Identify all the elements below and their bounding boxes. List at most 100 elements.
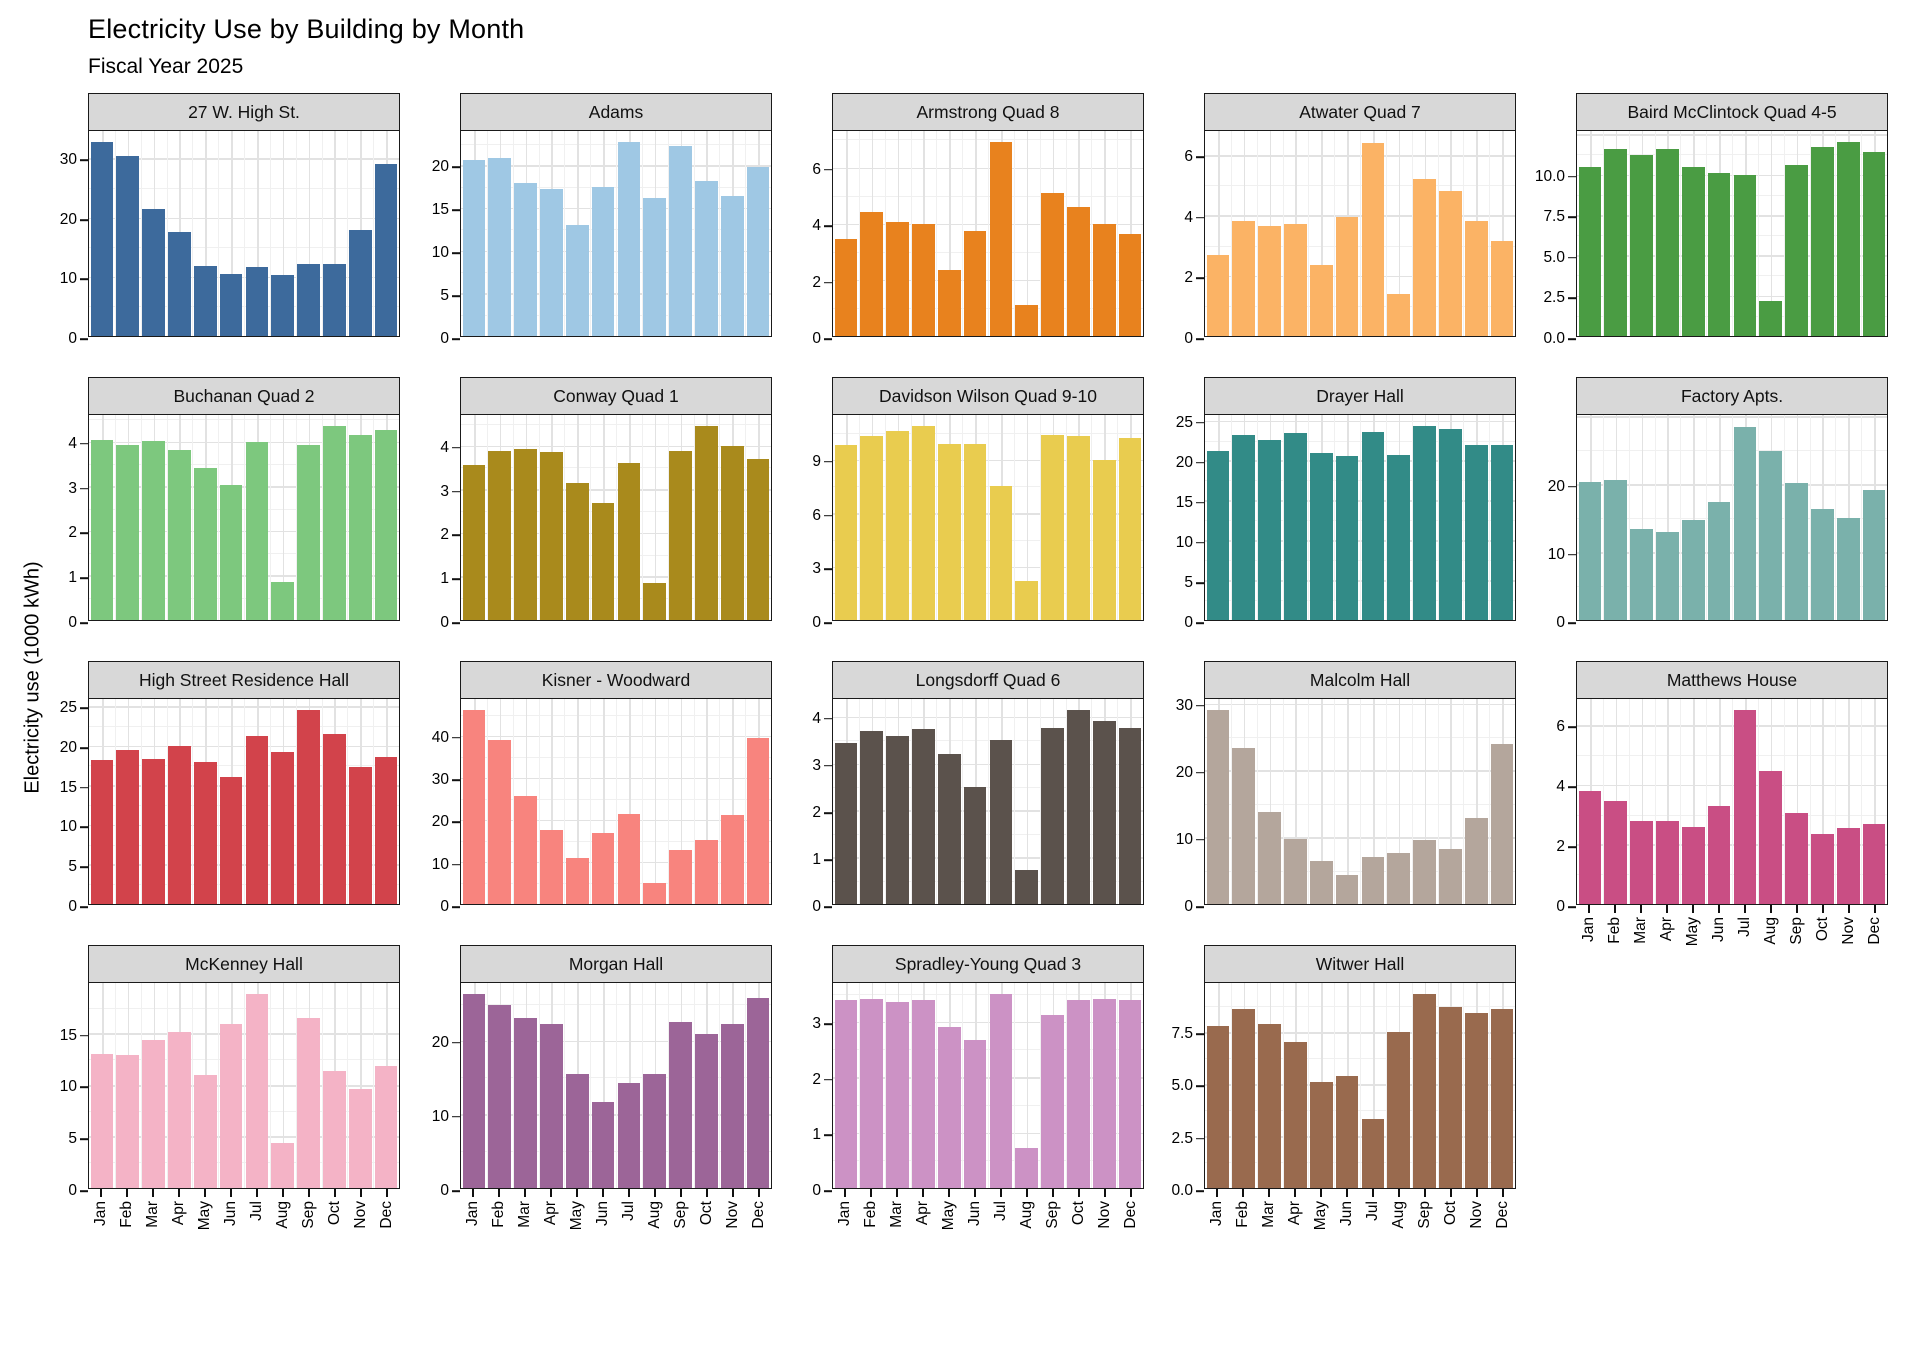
y-tick-mark bbox=[80, 826, 88, 829]
y-tick-mark bbox=[452, 209, 460, 212]
month-label-mar: Mar bbox=[516, 1201, 533, 1228]
y-axis: 0 1 2 3 4 bbox=[776, 661, 832, 915]
gridline-v bbox=[1411, 983, 1413, 1188]
facet-strip-label: Drayer Hall bbox=[1204, 377, 1516, 415]
gridline-v bbox=[884, 699, 886, 904]
gridline-v bbox=[360, 983, 362, 1188]
gridline-v bbox=[1256, 415, 1258, 620]
bar-sep bbox=[1413, 994, 1436, 1188]
y-tick-label: 9 bbox=[812, 452, 821, 470]
gridline-v bbox=[1437, 415, 1439, 620]
gridline-v bbox=[1091, 415, 1093, 620]
y-tick-mark bbox=[1568, 786, 1576, 789]
gridline-v bbox=[218, 699, 220, 904]
bar-apr bbox=[540, 829, 563, 904]
month-label-oct: Oct bbox=[325, 1201, 343, 1226]
y-tick-mark bbox=[452, 295, 460, 297]
y-tick-label: 2 bbox=[440, 526, 449, 544]
bar-jun bbox=[591, 833, 615, 904]
month-label-jun: Jun bbox=[222, 1201, 239, 1226]
gridline-v bbox=[486, 699, 488, 904]
y-axis: 0 5 10 15 20 25 bbox=[1148, 377, 1204, 631]
x-axis: Jan Feb Mar Apr May Jun Jul Aug Sep Oct Nov Dec bbox=[1204, 1189, 1516, 1273]
y-tick-label: 5 bbox=[440, 287, 449, 305]
gridline-v bbox=[1641, 415, 1644, 620]
x-axis: Jan Feb Mar Apr May Jun Jul Aug Sep Oct Nov Dec bbox=[1576, 905, 1888, 989]
gridline-v bbox=[1117, 415, 1119, 620]
gridline-h bbox=[89, 620, 399, 621]
plot-area bbox=[460, 131, 772, 337]
gridline-v bbox=[1334, 415, 1336, 620]
gridline-v bbox=[667, 131, 669, 336]
gridline-v bbox=[218, 415, 220, 620]
y-tick-label: 5 bbox=[68, 1130, 77, 1148]
gridline-v bbox=[1680, 699, 1682, 904]
bar-jan bbox=[1578, 790, 1602, 904]
gridline-v bbox=[1489, 415, 1491, 620]
bar-oct bbox=[323, 733, 346, 904]
gridline-v bbox=[1822, 699, 1824, 904]
bar-jul bbox=[245, 994, 269, 1188]
gridline-v bbox=[641, 983, 643, 1188]
bar-oct bbox=[1439, 849, 1462, 904]
month-label-jan: Jan bbox=[1580, 917, 1597, 942]
plot-area bbox=[460, 415, 772, 621]
x-tick-mark bbox=[870, 1189, 872, 1197]
y-tick-label: 2 bbox=[812, 273, 821, 291]
x-tick-mark bbox=[1614, 905, 1616, 913]
gridline-v bbox=[1230, 699, 1232, 904]
gridline-v bbox=[1502, 131, 1504, 336]
y-tick-label: 30 bbox=[59, 151, 77, 169]
bar-apr bbox=[1284, 433, 1307, 620]
gridline-v bbox=[654, 699, 657, 904]
gridline-v bbox=[1628, 699, 1630, 904]
bar-feb bbox=[116, 444, 140, 620]
month-label-mar: Mar bbox=[144, 1201, 161, 1228]
y-tick-mark bbox=[452, 1041, 460, 1044]
bar-aug bbox=[643, 1073, 667, 1188]
bar-sep bbox=[1413, 839, 1436, 904]
gridline-v bbox=[1347, 699, 1349, 904]
gridline-v bbox=[745, 131, 747, 336]
y-tick-label: 0 bbox=[812, 898, 821, 915]
x-tick-mark bbox=[230, 1189, 232, 1197]
gridline-v bbox=[295, 699, 297, 904]
month-label-nov: Nov bbox=[1840, 917, 1857, 945]
y-tick-mark bbox=[1196, 338, 1204, 340]
bar-jul bbox=[617, 813, 641, 904]
bar-apr bbox=[168, 449, 191, 620]
bar-jun bbox=[963, 787, 987, 904]
bar-feb bbox=[1232, 434, 1256, 620]
bar-jul bbox=[989, 142, 1013, 336]
y-tick-mark bbox=[452, 534, 460, 537]
x-tick-mark bbox=[126, 1189, 128, 1197]
plot-area bbox=[88, 983, 400, 1189]
x-tick-mark bbox=[1130, 1189, 1132, 1197]
x-tick-mark bbox=[1216, 1189, 1218, 1197]
gridline-v bbox=[745, 983, 747, 1188]
facet-witwer-hall: 0.0 2.5 5.0 7.5 Witwer Hall Jan Feb Mar Apr May Ju… bbox=[1148, 945, 1520, 1273]
bar-may bbox=[565, 482, 589, 620]
plot-area bbox=[832, 131, 1144, 337]
facet-armstrong-quad-8: 0 2 4 6 Armstrong Quad 8 bbox=[776, 93, 1148, 347]
y-tick-label: 0 bbox=[812, 330, 821, 347]
y-tick-label: 4 bbox=[440, 438, 449, 456]
y-tick-mark bbox=[1568, 906, 1576, 908]
gridline-v bbox=[1489, 983, 1491, 1188]
gridline-v bbox=[1217, 131, 1220, 336]
month-label-mar: Mar bbox=[888, 1201, 905, 1228]
y-tick-label: 10 bbox=[431, 855, 449, 873]
bar-mar bbox=[886, 735, 909, 904]
month-label-oct: Oct bbox=[697, 1201, 715, 1226]
gridline-v bbox=[244, 983, 245, 1188]
plot-area bbox=[832, 983, 1144, 1189]
y-tick-label: 1 bbox=[68, 569, 77, 587]
bar-apr bbox=[168, 231, 191, 336]
gridline-v bbox=[269, 699, 271, 904]
gridline-v bbox=[486, 415, 488, 620]
month-label-feb: Feb bbox=[1234, 1201, 1251, 1228]
gridline-v bbox=[166, 699, 168, 904]
y-tick-label: 20 bbox=[1175, 453, 1193, 471]
gridline-v bbox=[1654, 699, 1656, 904]
gridline-v bbox=[1861, 415, 1863, 620]
